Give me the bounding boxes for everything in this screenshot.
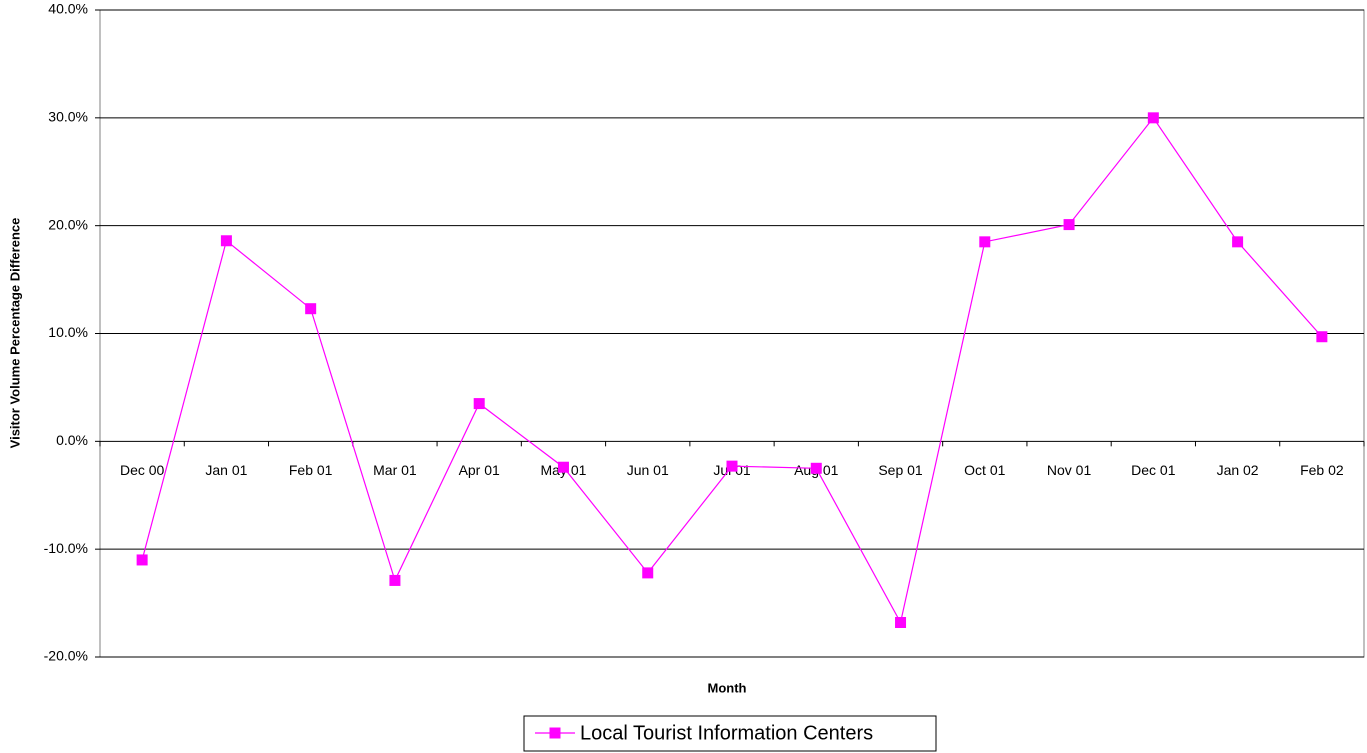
data-point: [389, 574, 401, 586]
y-tick-label: 20.0%: [48, 216, 88, 232]
legend: Local Tourist Information Centers: [523, 715, 937, 752]
data-point: [1063, 219, 1075, 231]
data-point: [473, 398, 485, 410]
data-point: [136, 554, 148, 566]
y-axis-title: Visitor Volume Percentage Difference: [7, 218, 22, 449]
legend-marker: [549, 727, 561, 739]
data-point: [1316, 331, 1328, 343]
x-tick-label: Apr 01: [459, 462, 500, 478]
legend-label: Local Tourist Information Centers: [580, 722, 873, 744]
x-tick-label: Nov 01: [1047, 462, 1092, 478]
data-point: [642, 567, 654, 579]
y-tick-label: -10.0%: [44, 540, 88, 556]
y-tick-label: -20.0%: [44, 648, 88, 664]
x-tick-label: Jan 01: [205, 462, 247, 478]
x-axis-title: Month: [708, 680, 747, 695]
data-point: [979, 236, 991, 248]
x-tick-label: Feb 02: [1300, 462, 1344, 478]
y-tick-label: 0.0%: [56, 432, 88, 448]
y-tick-label: 10.0%: [48, 324, 88, 340]
data-point: [810, 462, 822, 474]
x-tick-label: Oct 01: [964, 462, 1005, 478]
x-tick-label: Dec 01: [1131, 462, 1176, 478]
data-point: [1147, 112, 1159, 124]
x-tick-label: Jan 02: [1217, 462, 1259, 478]
x-tick-label: Mar 01: [373, 462, 417, 478]
x-tick-label: Feb 01: [289, 462, 333, 478]
data-point: [726, 460, 738, 472]
data-point: [1232, 236, 1244, 248]
data-point: [895, 616, 907, 628]
x-tick-label: Dec 00: [120, 462, 165, 478]
y-tick-label: 40.0%: [48, 1, 88, 17]
data-point: [557, 461, 569, 473]
data-point: [220, 235, 232, 247]
legend-box: [523, 715, 937, 752]
y-tick-label: 30.0%: [48, 109, 88, 125]
data-point: [305, 303, 317, 315]
x-tick-label: Jun 01: [627, 462, 669, 478]
x-tick-label: Sep 01: [878, 462, 923, 478]
